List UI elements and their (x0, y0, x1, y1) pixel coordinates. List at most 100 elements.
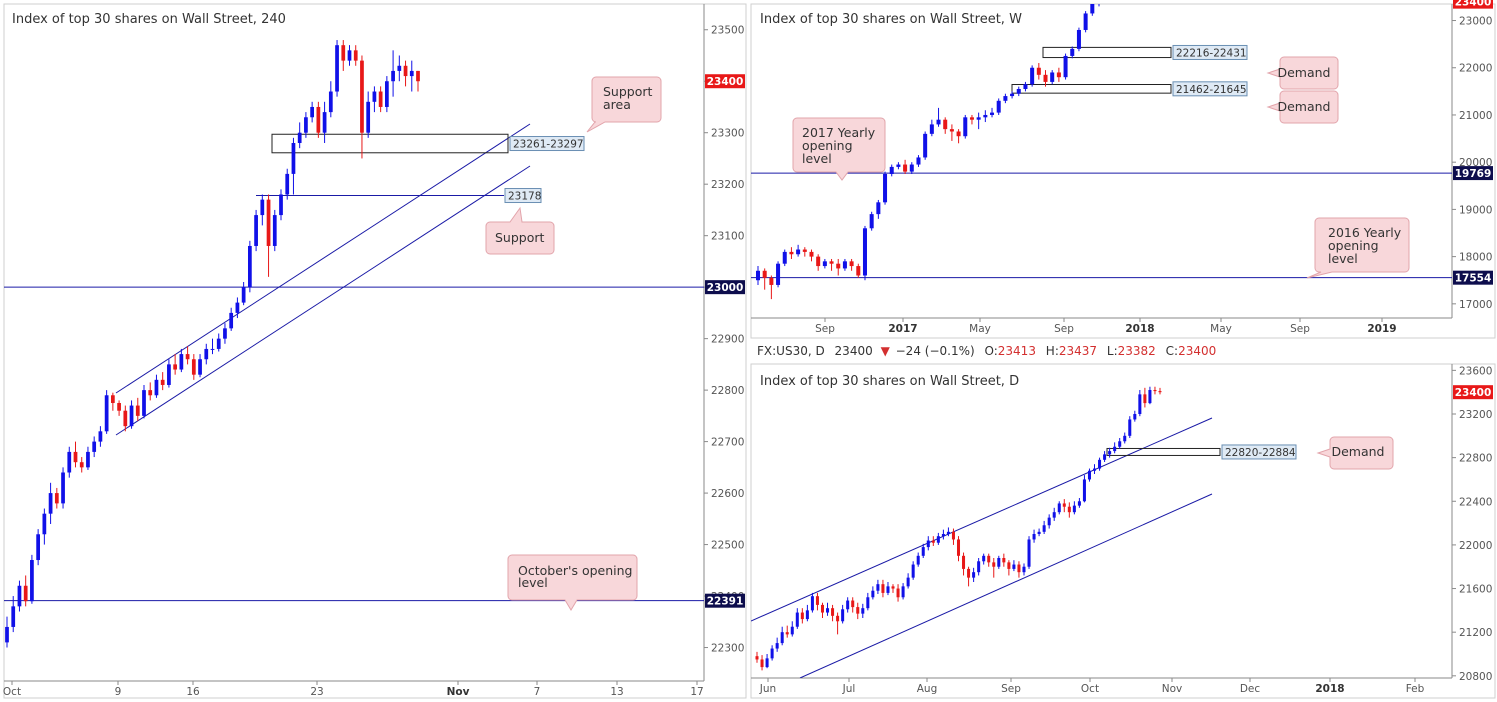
candle-body (341, 45, 346, 61)
candle-body (104, 395, 109, 432)
weekly-chart-panel[interactable]: Index of top 30 shares on Wall Street, W… (750, 0, 1496, 339)
candle-body (769, 277, 774, 285)
candle-body (982, 555, 986, 562)
candle-body (1158, 391, 1162, 393)
h4-callout-support-area-line2: area (603, 97, 631, 112)
y-tick-label: 22500 (711, 540, 744, 552)
candle-body (335, 45, 339, 92)
candle-body (765, 658, 769, 668)
ticker-symbol: FX:US30, D 23400 ▼ −24 (−0.1%) O:23413 H… (757, 344, 1216, 358)
y-tick-label: 19000 (1459, 204, 1492, 216)
x-tick-label: 2019 (1367, 323, 1396, 335)
weekly-callout-2016-open-line1: 2016 Yearly (1328, 225, 1402, 240)
candle-body (831, 608, 835, 616)
ticker-open-label: O: (985, 344, 998, 358)
candle-body (916, 555, 920, 565)
candle-body (1017, 564, 1021, 573)
daily-channel-lower-line[interactable] (799, 493, 1213, 678)
candle-body (179, 354, 184, 370)
candle-body (1113, 446, 1117, 452)
candle-body (992, 562, 996, 567)
h4-chart-title: Index of top 30 shares on Wall Street, 2… (12, 12, 286, 27)
weekly-callout-demand-upper-text: Demand (1277, 65, 1330, 80)
candle-body (67, 451, 72, 473)
candle-body (61, 472, 65, 504)
x-tick-label: Feb (1406, 683, 1425, 695)
weekly-zone-lower-label-box (1172, 81, 1248, 97)
y-tick-label: 22600 (711, 488, 744, 500)
daily-price-axis[interactable]: 23600 23200 22800 22400 22000 21600 21200 20800 (1452, 365, 1492, 683)
candle-body (1032, 534, 1036, 540)
daily-channel-upper-line[interactable] (751, 417, 1213, 622)
h4-callout-support: Support (485, 206, 555, 255)
candle-body (923, 133, 928, 158)
candle-body (1056, 72, 1061, 78)
candle-body (796, 249, 801, 255)
daily-chart-panel[interactable]: Index of top 30 shares on Wall Street, D… (750, 363, 1496, 699)
candle-body (135, 405, 140, 416)
candle-body (148, 390, 153, 396)
candle-body (235, 302, 240, 313)
candle-body (1118, 441, 1122, 447)
candle-body (949, 129, 954, 132)
h4-time-axis[interactable]: Oct 9 16 23 Nov 7 13 17 (3, 681, 704, 698)
daily-callout-demand-text: Demand (1331, 444, 1384, 459)
candle-body (846, 600, 850, 610)
candle-body (926, 540, 930, 548)
candle-body (110, 395, 115, 403)
candle-body (805, 610, 809, 620)
weekly-time-axis[interactable]: Sep 2017 May Sep 2018 May Sep 2019 (815, 318, 1397, 335)
candle-body (931, 540, 935, 543)
weekly-demand-zone-lower[interactable] (1011, 84, 1172, 94)
x-tick-label: 7 (534, 686, 541, 698)
candle-body (921, 547, 925, 556)
candle-body (1070, 48, 1075, 56)
weekly-callout-2017-open: 2017 Yearly opening level (792, 117, 886, 181)
candle-body (391, 70, 395, 82)
candle-body (800, 612, 804, 620)
weekly-demand-zone-upper[interactable] (1042, 46, 1172, 59)
x-tick-label: 9 (115, 686, 122, 698)
y-tick-label: 17000 (1459, 299, 1492, 311)
candle-body (896, 588, 900, 598)
ticker-low-label: L: (1107, 344, 1118, 358)
h4-support-area-zone[interactable] (271, 133, 509, 154)
candle-body (929, 124, 934, 134)
candle-body (903, 164, 908, 172)
candle-body (223, 328, 227, 339)
weekly-last-price-tag: 23400 (1453, 0, 1493, 9)
candle-body (384, 81, 389, 107)
candle-body (906, 577, 910, 587)
candle-body (946, 531, 950, 534)
candle-body (987, 555, 991, 563)
candle-body (755, 270, 761, 281)
candle-body (204, 348, 209, 360)
candle-body (836, 615, 840, 622)
candle-body (1023, 84, 1028, 89)
y-tick-label: 22000 (1459, 63, 1492, 75)
candle-body (73, 451, 78, 463)
candle-body (856, 607, 860, 614)
candle-body (770, 648, 774, 659)
candle-body (254, 215, 258, 246)
candle-body (123, 410, 128, 427)
h4-channel-upper-line[interactable] (115, 123, 531, 394)
candle-body (815, 596, 819, 605)
candle-body (881, 584, 885, 593)
daily-time-axis[interactable]: Jun Jul Aug Sep Oct Nov Dec 2018 Feb (759, 678, 1425, 695)
candle-body (1133, 414, 1137, 420)
daily-panel-border (750, 363, 1496, 699)
h4-chart-panel[interactable]: Index of top 30 shares on Wall Street, 2… (3, 3, 747, 699)
candle-body (802, 249, 807, 252)
candle-body (1062, 503, 1066, 507)
x-tick-label: Oct (3, 686, 21, 698)
h4-channel-lower-line[interactable] (115, 165, 531, 436)
candle-body (117, 402, 121, 411)
weekly-callout-demand-lower: Demand (1266, 90, 1339, 124)
weekly-last-price-tag-text: 23400 (1455, 0, 1492, 9)
candle-body (1036, 67, 1041, 75)
candle-body (1002, 558, 1006, 563)
candle-body (1128, 419, 1132, 436)
daily-demand-zone[interactable] (1106, 447, 1221, 456)
